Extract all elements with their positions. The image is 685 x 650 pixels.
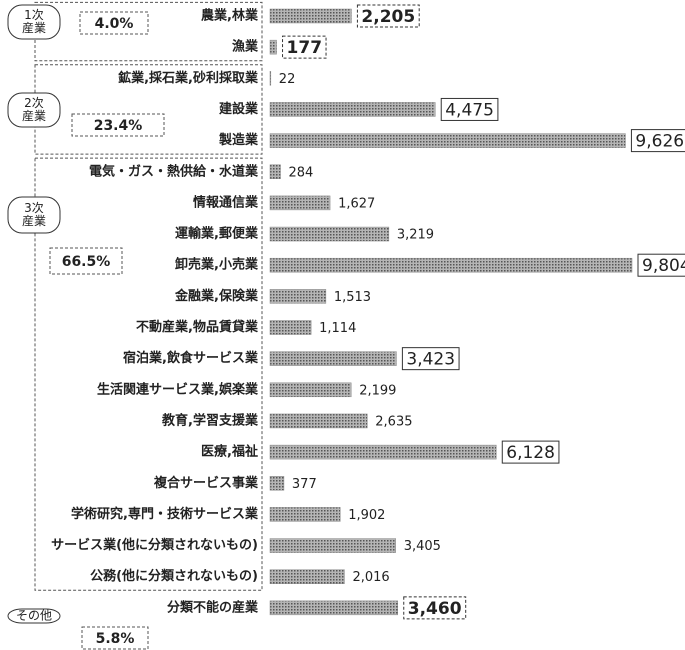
bar: [270, 539, 396, 553]
category-label: 分類不能の産業: [167, 599, 259, 615]
group-name: 産業: [22, 20, 46, 35]
category-label: 教育,学習支援業: [161, 412, 259, 428]
bar: [270, 102, 435, 116]
bar: [270, 601, 398, 615]
bar: [270, 71, 271, 85]
value-label: 177: [287, 38, 323, 58]
bar: [270, 476, 284, 490]
bar: [270, 507, 340, 521]
category-label: 鉱業,採石業,砂利採取業: [118, 70, 259, 86]
category-label: 不動産業,物品賃貸業: [136, 319, 259, 335]
category-label: 建設業: [219, 101, 259, 117]
group-name: 3次: [24, 201, 44, 215]
value-label: 377: [292, 477, 317, 492]
group-share: 23.4%: [94, 118, 143, 134]
category-label: 運輸業,郵便業: [175, 226, 259, 242]
bar: [270, 321, 311, 335]
category-label: 情報通信業: [193, 194, 259, 210]
value-label: 3,405: [404, 539, 441, 554]
group-frame: [35, 158, 262, 590]
category-label: 漁業: [232, 39, 259, 55]
group-name: 産業: [22, 213, 46, 228]
category-label: 複合サービス事業: [153, 475, 259, 491]
category-label: 宿泊業,飲食サービス業: [123, 350, 259, 366]
category-label: サービス業(他に分類されないもの): [51, 537, 258, 553]
bar: [270, 289, 326, 303]
value-label: 9,626: [635, 132, 684, 152]
value-label: 2,205: [361, 7, 415, 27]
bar: [270, 196, 330, 210]
category-label: 製造業: [218, 132, 259, 148]
bar: [270, 40, 277, 54]
value-label: 4,475: [445, 100, 494, 120]
bar: [270, 383, 351, 397]
category-label: 生活関連サービス業,娯楽業: [97, 381, 259, 397]
value-label: 3,423: [406, 350, 455, 370]
bar: [270, 570, 344, 584]
bar: [270, 9, 351, 23]
bar: [270, 165, 280, 179]
value-label: 6,128: [506, 443, 555, 463]
bar: [270, 352, 396, 366]
value-label: 2,635: [375, 414, 412, 429]
category-label: 金融業,保険業: [174, 288, 259, 304]
category-label: 農業,林業: [201, 8, 259, 24]
bar: [270, 258, 632, 272]
category-label: 公務(他に分類されないもの): [90, 568, 258, 584]
value-label: 2,199: [359, 383, 396, 398]
value-label: 284: [288, 165, 313, 180]
group-name: 1次: [24, 8, 44, 22]
group-share: 5.8%: [96, 631, 135, 647]
category-label: 学術研究,専門・技術サービス業: [71, 506, 259, 522]
value-label: 2,016: [352, 570, 389, 585]
value-label: 22: [279, 72, 296, 87]
bar: [270, 445, 496, 459]
value-label: 1,902: [348, 508, 385, 523]
group-name: 産業: [22, 108, 46, 123]
value-label: 1,627: [338, 196, 375, 211]
value-label: 3,219: [397, 228, 434, 243]
group-share: 4.0%: [95, 16, 134, 32]
group-share: 66.5%: [62, 254, 111, 270]
chart: 1次産業4.0%2次産業23.4%3次産業66.5%その他5.8%農業,林業2,…: [0, 0, 685, 650]
value-label: 1,513: [334, 290, 371, 305]
value-label: 9,804: [642, 256, 685, 276]
bar: [270, 227, 389, 241]
bar: [270, 134, 625, 148]
bar: [270, 414, 367, 428]
value-label: 3,460: [408, 599, 462, 619]
value-label: 1,114: [319, 321, 356, 336]
category-label: 医療,福祉: [201, 444, 258, 460]
category-label: 卸売業,小売業: [175, 257, 259, 273]
group-name: 2次: [24, 96, 44, 110]
category-label: 電気・ガス・熱供給・水道業: [89, 163, 259, 179]
group-name: その他: [16, 609, 52, 623]
